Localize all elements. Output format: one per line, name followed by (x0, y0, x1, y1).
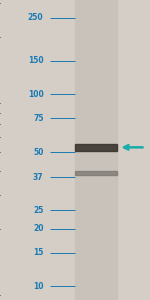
Text: 50: 50 (33, 148, 43, 157)
Bar (75, 171, 117, 175)
Text: 10: 10 (33, 282, 44, 291)
Text: 75: 75 (33, 114, 44, 123)
Text: 15: 15 (33, 248, 43, 257)
Text: 250: 250 (28, 14, 44, 22)
Text: 20: 20 (33, 224, 44, 233)
Text: 37: 37 (33, 173, 44, 182)
Bar (75, 0, 117, 300)
Text: 100: 100 (28, 90, 44, 99)
Bar (75, 144, 117, 151)
Text: 25: 25 (33, 206, 43, 214)
Text: 150: 150 (28, 56, 44, 65)
